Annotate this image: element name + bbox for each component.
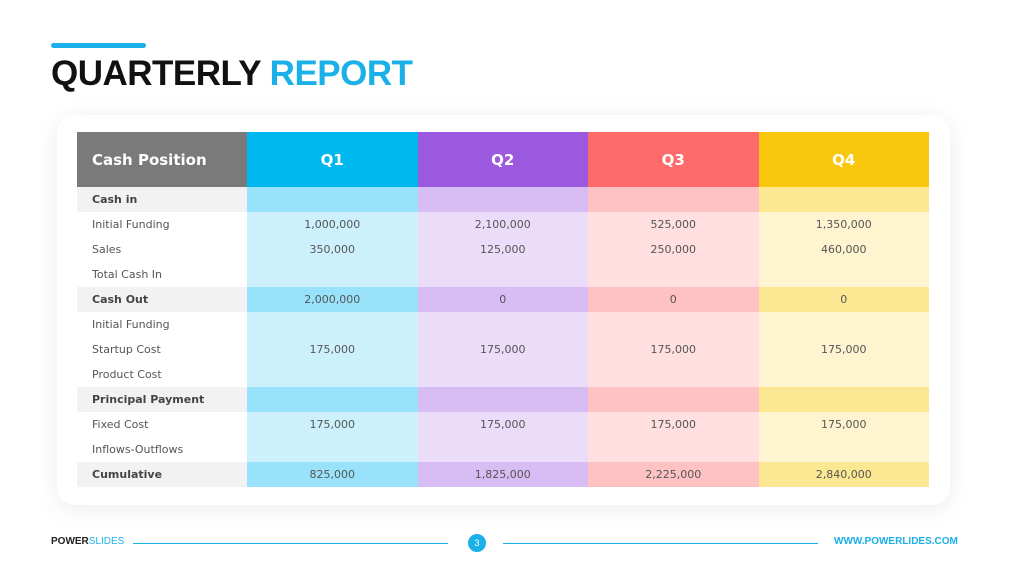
brand-part-1: POWER [51,536,89,547]
cell-q2: 0 [417,287,588,312]
cell-q1: 350,000 [247,237,418,262]
table-row: Inflows-Outflows [77,437,929,462]
table-row: Cumulative 825,000 1,825,000 2,225,000 2,840… [77,462,929,487]
cell-q2 [417,387,588,412]
cell-q4: 175,000 [758,412,929,437]
header-q2: Q2 [417,132,588,187]
cell-q2 [417,437,588,462]
table-row: Initial Funding 1,000,000 2,100,000 525,000… [77,212,929,237]
quarterly-table: Cash Position Q1 Q2 Q3 Q4 Cash in Initial… [77,132,929,487]
cell-q4: 460,000 [758,237,929,262]
cell-q4: 2,840,000 [758,462,929,487]
header-q4: Q4 [758,132,929,187]
table-row: Principal Payment [77,387,929,412]
cell-q3 [588,362,759,387]
footer-divider-right [503,543,818,544]
row-label: Principal Payment [77,387,247,412]
cell-q3: 2,225,000 [588,462,759,487]
cell-q2: 1,825,000 [417,462,588,487]
row-label: Sales [77,237,247,262]
cell-q2 [417,312,588,337]
cell-q4 [758,187,929,212]
row-label: Product Cost [77,362,247,387]
cell-q4: 0 [758,287,929,312]
title-part-1: QUARTERLY [51,54,261,93]
cell-q3 [588,437,759,462]
cell-q4 [758,312,929,337]
footer-brand: POWERSLIDES [51,536,124,547]
header-cash-position: Cash Position [77,132,247,187]
cell-q3 [588,262,759,287]
cell-q2 [417,362,588,387]
title-part-2: REPORT [269,54,413,93]
row-label: Fixed Cost [77,412,247,437]
cell-q2 [417,262,588,287]
cell-q3: 525,000 [588,212,759,237]
row-label: Cumulative [77,462,247,487]
table-row: Startup Cost 175,000 175,000 175,000 175,000 [77,337,929,362]
cell-q1: 825,000 [247,462,418,487]
cell-q1: 1,000,000 [247,212,418,237]
table-row: Cash in [77,187,929,212]
row-label: Inflows-Outflows [77,437,247,462]
page-title: QUARTERLY REPORT [51,54,413,94]
cell-q4 [758,362,929,387]
header-q3: Q3 [588,132,759,187]
cell-q1: 175,000 [247,412,418,437]
cell-q3: 175,000 [588,337,759,362]
footer-divider-left [133,543,448,544]
cell-q3: 250,000 [588,237,759,262]
cell-q1: 2,000,000 [247,287,418,312]
cell-q1: 175,000 [247,337,418,362]
page-number-badge: 3 [468,534,486,552]
cell-q3: 0 [588,287,759,312]
footer-url: WWW.POWERLIDES.COM [834,536,958,547]
cell-q4 [758,262,929,287]
cell-q1 [247,437,418,462]
table-row: Initial Funding [77,312,929,337]
cell-q2 [417,187,588,212]
table-row: Total Cash In [77,262,929,287]
cell-q1 [247,362,418,387]
cell-q4: 175,000 [758,337,929,362]
cell-q4 [758,387,929,412]
cell-q1 [247,312,418,337]
header-q1: Q1 [247,132,418,187]
cell-q4: 1,350,000 [758,212,929,237]
cell-q3 [588,187,759,212]
row-label: Cash in [77,187,247,212]
title-accent-bar [51,43,146,48]
cell-q2: 175,000 [417,412,588,437]
cell-q1 [247,387,418,412]
cell-q4 [758,437,929,462]
cell-q3 [588,387,759,412]
table-row: Cash Out 2,000,000 0 0 0 [77,287,929,312]
table-row: Product Cost [77,362,929,387]
row-label: Initial Funding [77,212,247,237]
cell-q2: 175,000 [417,337,588,362]
cell-q3: 175,000 [588,412,759,437]
row-label: Initial Funding [77,312,247,337]
brand-part-2: SLIDES [88,536,125,547]
cell-q1 [247,262,418,287]
cell-q2: 125,000 [417,237,588,262]
cell-q3 [588,312,759,337]
row-label: Total Cash In [77,262,247,287]
row-label: Startup Cost [77,337,247,362]
table-header-row: Cash Position Q1 Q2 Q3 Q4 [77,132,929,187]
cell-q1 [247,187,418,212]
table-row: Fixed Cost 175,000 175,000 175,000 175,000 [77,412,929,437]
table-row: Sales 350,000 125,000 250,000 460,000 [77,237,929,262]
row-label: Cash Out [77,287,247,312]
cell-q2: 2,100,000 [417,212,588,237]
